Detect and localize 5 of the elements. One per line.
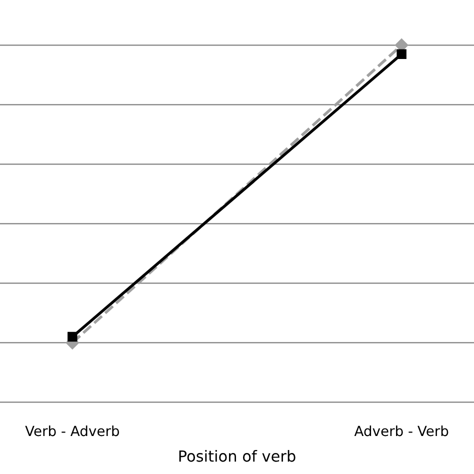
x-axis-title: Position of verb [179, 450, 296, 462]
point [396, 49, 406, 59]
point [68, 332, 78, 342]
x-tick-label: Adverb - Verb [354, 425, 448, 436]
x-tick-label: Verb - Adverb [25, 425, 120, 436]
